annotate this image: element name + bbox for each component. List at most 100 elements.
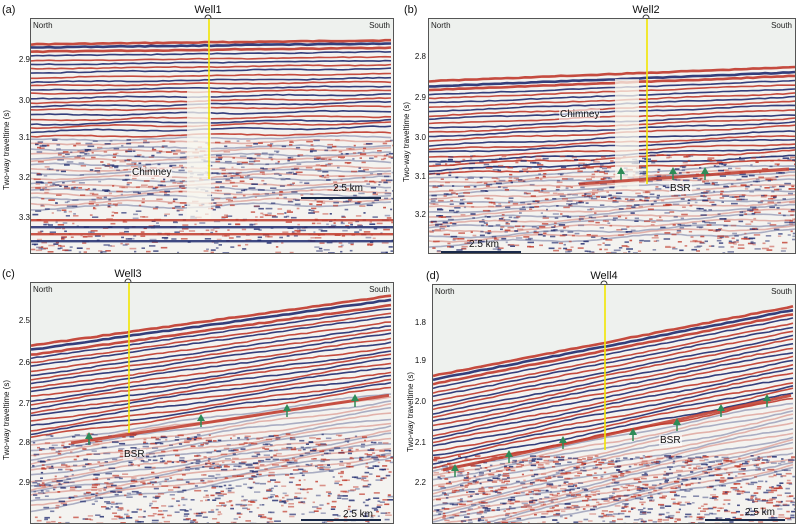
noise-mark — [631, 507, 636, 509]
noise-mark — [309, 203, 313, 205]
noise-mark — [794, 221, 795, 223]
noise-mark — [128, 464, 133, 467]
noise-mark — [702, 195, 707, 198]
noise-mark — [261, 152, 268, 154]
noise-mark — [206, 248, 209, 251]
noise-mark — [151, 483, 154, 486]
noise-mark — [588, 216, 593, 218]
noise-mark — [464, 484, 469, 487]
noise-mark — [363, 231, 371, 233]
noise-mark — [256, 453, 261, 456]
noise-mark — [121, 144, 124, 147]
noise-mark — [41, 482, 45, 484]
noise-mark — [604, 244, 611, 246]
noise-mark — [607, 463, 615, 465]
noise-mark — [60, 247, 63, 249]
noise-mark — [443, 512, 446, 515]
noise-mark — [95, 514, 101, 516]
noise-mark — [725, 491, 732, 493]
noise-mark — [702, 455, 709, 458]
noise-mark — [347, 489, 355, 492]
noise-mark — [668, 457, 672, 459]
noise-mark — [325, 437, 332, 440]
noise-mark — [179, 180, 184, 183]
noise-mark — [662, 185, 666, 187]
noise-mark — [552, 506, 555, 509]
noise-mark — [488, 487, 494, 489]
noise-mark — [50, 510, 55, 513]
noise-mark — [210, 509, 214, 511]
noise-mark — [235, 171, 242, 174]
noise-mark — [656, 239, 660, 242]
noise-mark — [175, 149, 181, 152]
noise-mark — [124, 513, 129, 516]
noise-mark — [326, 502, 330, 505]
noise-mark — [537, 164, 544, 166]
noise-mark — [96, 197, 99, 199]
noise-mark — [332, 145, 337, 148]
noise-mark — [443, 195, 447, 197]
noise-mark — [355, 488, 360, 490]
noise-mark — [289, 515, 295, 518]
noise-mark — [385, 251, 388, 253]
noise-mark — [351, 170, 358, 173]
noise-mark — [164, 190, 171, 193]
noise-mark — [135, 519, 139, 522]
noise-mark — [667, 466, 673, 468]
noise-mark — [740, 486, 743, 488]
noise-mark — [658, 513, 665, 516]
noise-mark — [445, 497, 449, 499]
noise-mark — [644, 197, 650, 199]
noise-mark — [738, 457, 741, 460]
noise-mark — [63, 481, 69, 484]
noise-mark — [243, 483, 247, 486]
noise-mark — [614, 505, 621, 507]
noise-mark — [318, 247, 323, 250]
noise-mark — [154, 497, 159, 499]
noise-mark — [378, 455, 385, 458]
noise-mark — [647, 496, 654, 499]
noise-mark — [668, 156, 672, 159]
noise-mark — [651, 484, 657, 486]
noise-mark — [41, 241, 47, 244]
bsr-arrow-icon — [451, 464, 459, 471]
noise-mark — [87, 463, 92, 465]
noise-mark — [79, 174, 84, 176]
reflector-line — [31, 456, 392, 513]
noise-mark — [382, 477, 387, 479]
noise-mark — [279, 236, 283, 239]
noise-mark — [99, 515, 104, 518]
noise-mark — [188, 230, 196, 232]
noise-mark — [570, 246, 574, 248]
bsr-arrow-icon — [617, 167, 625, 174]
north-label: North — [33, 21, 53, 30]
noise-mark — [174, 205, 181, 208]
noise-mark — [281, 145, 287, 148]
noise-mark — [469, 157, 473, 160]
noise-mark — [321, 433, 324, 436]
noise-mark — [294, 496, 298, 498]
noise-mark — [111, 165, 119, 167]
noise-mark — [522, 180, 526, 182]
noise-mark — [322, 171, 329, 173]
noise-mark — [294, 460, 298, 462]
noise-mark — [94, 235, 101, 237]
noise-mark — [224, 214, 228, 216]
noise-mark — [57, 491, 61, 493]
noise-mark — [283, 196, 287, 199]
noise-mark — [529, 501, 534, 503]
noise-mark — [502, 502, 506, 505]
noise-mark — [599, 166, 603, 169]
reflector-line — [31, 50, 392, 57]
noise-mark — [152, 447, 159, 449]
noise-mark — [245, 520, 251, 522]
noise-mark — [462, 198, 466, 201]
noise-mark — [228, 484, 232, 487]
noise-mark — [503, 510, 506, 512]
noise-mark — [117, 509, 123, 511]
noise-mark — [157, 184, 163, 186]
noise-mark — [739, 214, 744, 217]
noise-mark — [295, 146, 301, 149]
noise-mark — [140, 460, 145, 462]
noise-mark — [297, 154, 304, 156]
